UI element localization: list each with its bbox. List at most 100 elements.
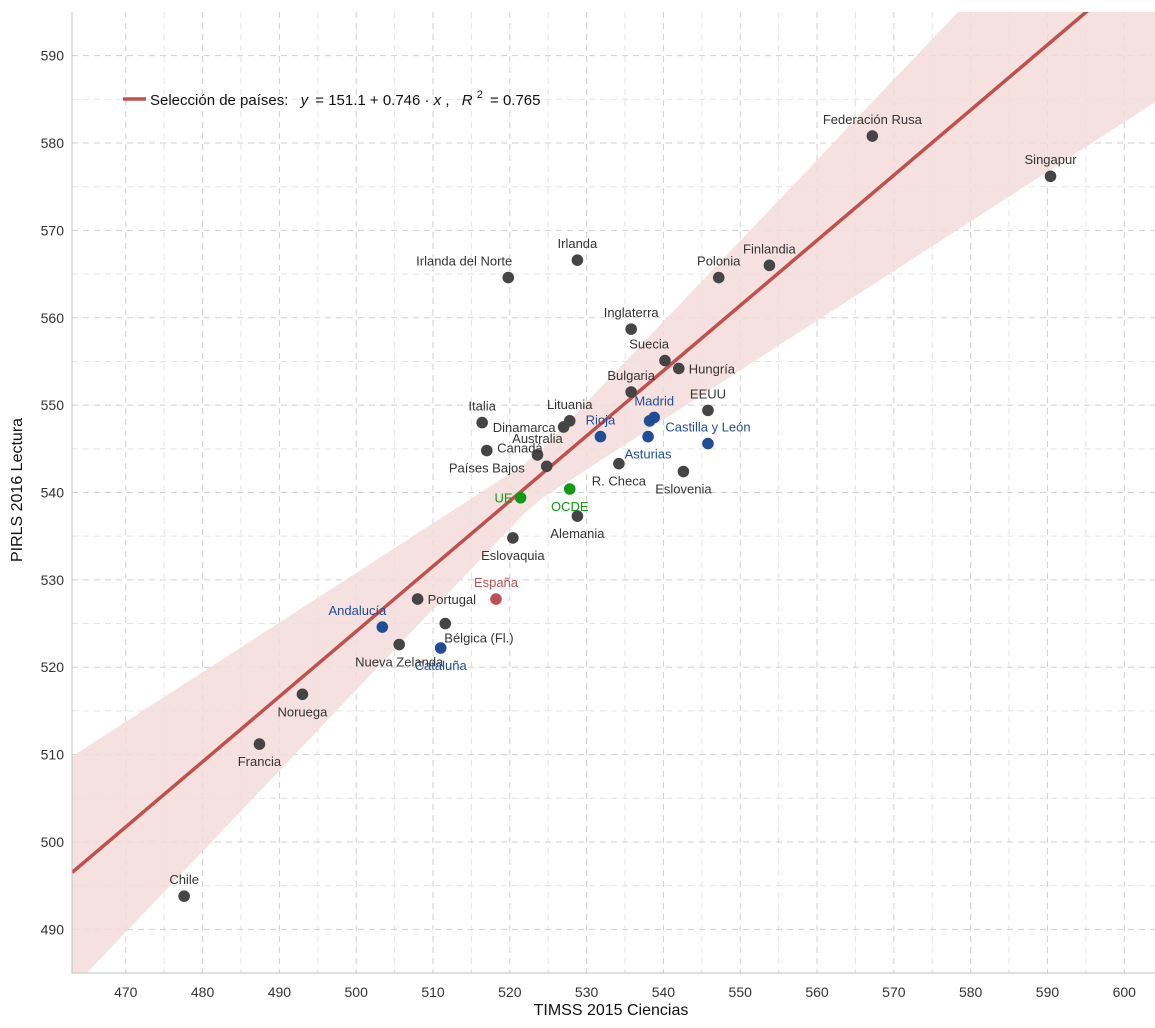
point-unlabeled [643, 415, 656, 427]
label-andalucia: Andalucía [328, 603, 387, 618]
point-suecia [659, 354, 671, 367]
point-noruega [296, 688, 309, 701]
x-axis-title: TIMSS 2015 Ciencias [534, 1002, 689, 1019]
y-tick-label: 500 [41, 834, 65, 850]
y-tick-label: 560 [41, 310, 65, 326]
legend-prefix: Selección de países: [150, 92, 288, 109]
x-tick-label: 590 [1036, 984, 1060, 1000]
label-alemania: Alemania [550, 526, 605, 541]
point-cataluna [434, 642, 447, 654]
y-tick-label: 570 [41, 222, 65, 238]
label-espana: España [474, 575, 519, 590]
point-finlandia [763, 259, 776, 272]
point-castilla-y-leon [702, 437, 714, 450]
regression-line-group [72, 12, 1089, 874]
point-eeuu [702, 404, 714, 417]
point-federacion-rusa [866, 130, 879, 142]
data-points [178, 130, 1057, 902]
label-dinamarca: Dinamarca [493, 420, 557, 435]
y-tick-label: 530 [41, 572, 65, 588]
label-singapur: Singapur [1025, 152, 1078, 167]
legend-eq-r2: = 0.765 [490, 92, 540, 109]
legend-eq-r: R [462, 92, 473, 109]
label-rioja: Rioja [586, 413, 616, 428]
point-eslovenia [677, 465, 690, 478]
label-irlanda-del-norte: Irlanda del Norte [416, 254, 512, 269]
legend-eq-x: x [433, 92, 442, 109]
label-bulgaria: Bulgaria [607, 368, 655, 383]
point-r-checa [613, 457, 625, 470]
x-tick-label: 560 [805, 984, 829, 1000]
y-tick-label: 580 [41, 135, 65, 151]
label-inglaterra: Inglaterra [604, 305, 660, 320]
y-tick-label: 520 [41, 659, 65, 675]
label-portugal: Portugal [428, 592, 477, 607]
confidence-band-group [72, 12, 1155, 973]
label-finlandia: Finlandia [743, 241, 797, 256]
point-eslovaquia [507, 532, 519, 544]
legend-eq-y: y [300, 92, 310, 109]
label-nueva-zelanda: Nueva Zelanda [355, 655, 444, 670]
x-tick-label: 500 [345, 984, 369, 1000]
x-tick-label: 600 [1113, 984, 1137, 1000]
y-tick-label: 490 [41, 921, 65, 937]
label-noruega: Noruega [277, 704, 328, 719]
point-chile [178, 890, 190, 902]
axes: 470 480 490 500 510 520 530 540 550 560 570 580 590 6… [41, 12, 1155, 1000]
point-bulgaria [625, 386, 637, 398]
point-inglaterra [625, 323, 637, 335]
point-canada [540, 460, 553, 473]
label-ocde: OCDE [551, 499, 589, 514]
x-tick-label: 470 [114, 984, 138, 1000]
point-ue [514, 491, 527, 504]
y-tick-label: 550 [41, 397, 65, 413]
label-lituania: Lituania [547, 397, 593, 412]
label-eslovaquia: Eslovaquia [481, 548, 545, 563]
point-italia [476, 416, 488, 429]
x-tick-label: 570 [882, 984, 906, 1000]
data-labels: Federación Rusa Singapur Irlanda Irlanda de… [169, 112, 1077, 887]
point-belgica-fl [439, 617, 452, 630]
label-federacion-rusa: Federación Rusa [823, 112, 923, 127]
point-espana [490, 593, 502, 605]
label-australia: Australia [512, 431, 563, 446]
point-paises-bajos [480, 444, 493, 457]
label-eslovenia: Eslovenia [655, 482, 712, 497]
point-australia [531, 449, 544, 461]
point-portugal [411, 593, 424, 605]
label-francia: Francia [238, 754, 282, 769]
point-alemania [571, 510, 584, 522]
legend-label: Selección de países: y = 151.1 + 0.746 ·… [150, 85, 541, 109]
y-axis-title: PIRLS 2016 Lectura [9, 418, 26, 562]
label-madrid: Madrid [634, 393, 674, 408]
label-irlanda: Irlanda [558, 236, 599, 251]
label-asturias: Asturias [625, 447, 672, 462]
x-tick-label: 510 [421, 984, 445, 1000]
point-polonia [712, 271, 725, 284]
y-tick-label: 540 [41, 485, 65, 501]
label-canada: Canadá [497, 440, 543, 455]
x-tick-label: 530 [575, 984, 599, 1000]
point-irlanda [571, 254, 584, 266]
y-tick-label: 510 [41, 747, 65, 763]
x-tick-label: 550 [729, 984, 753, 1000]
point-singapur [1044, 170, 1057, 183]
label-italia: Italia [468, 399, 496, 414]
point-andalucia [376, 621, 389, 633]
label-cataluna: Cataluña [415, 658, 468, 673]
label-paises-bajos: Países Bajos [449, 461, 525, 476]
label-ue: UE [494, 491, 512, 506]
legend-eq-body: = 151.1 + 0.746 · [315, 92, 433, 109]
legend-eq-comma: , [445, 92, 449, 109]
point-francia [253, 738, 266, 750]
label-hungria: Hungría [689, 361, 736, 376]
x-tick-label: 490 [268, 984, 292, 1000]
point-dinamarca [557, 421, 570, 433]
label-eeuu: EEUU [690, 386, 726, 401]
point-hungria [672, 362, 685, 375]
regression-line [72, 12, 1089, 874]
point-ocde [563, 483, 576, 495]
label-r-checa: R. Checa [592, 474, 647, 489]
